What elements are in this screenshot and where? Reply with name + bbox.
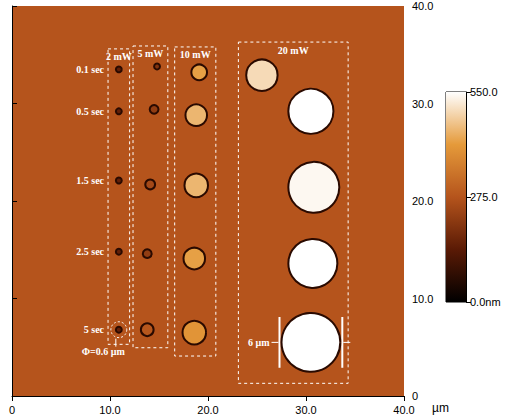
- svg-text:5 sec: 5 sec: [84, 324, 105, 335]
- svg-text:Φ=0.6 µm: Φ=0.6 µm: [82, 346, 126, 357]
- svg-text:20.0: 20.0: [412, 195, 433, 207]
- svg-text:µm: µm: [432, 401, 449, 415]
- svg-text:0.1 sec: 0.1 sec: [76, 64, 104, 75]
- svg-text:10.0: 10.0: [99, 404, 120, 416]
- svg-text:40.0: 40.0: [412, 0, 433, 12]
- svg-text:0: 0: [9, 404, 15, 416]
- svg-text:2.5 sec: 2.5 sec: [76, 246, 104, 257]
- svg-text:40.0: 40.0: [393, 404, 414, 416]
- svg-text:10 mW: 10 mW: [180, 49, 211, 60]
- svg-text:30.0: 30.0: [412, 98, 433, 110]
- svg-text:0.5 sec: 0.5 sec: [76, 106, 104, 117]
- svg-text:550.0: 550.0: [470, 86, 498, 98]
- svg-text:20.0: 20.0: [197, 404, 218, 416]
- svg-text:20 mW: 20 mW: [278, 45, 309, 56]
- svg-text:5 mW: 5 mW: [138, 48, 164, 59]
- svg-text:2 mW: 2 mW: [106, 51, 132, 62]
- svg-text:0: 0: [412, 390, 418, 402]
- svg-text:6 µm: 6 µm: [248, 337, 270, 348]
- svg-text:1.5 sec: 1.5 sec: [76, 175, 104, 186]
- svg-text:10.0: 10.0: [412, 293, 433, 305]
- svg-text:275.0: 275.0: [470, 191, 498, 203]
- svg-text:30.0: 30.0: [295, 404, 316, 416]
- svg-text:0.0nm: 0.0nm: [470, 296, 501, 308]
